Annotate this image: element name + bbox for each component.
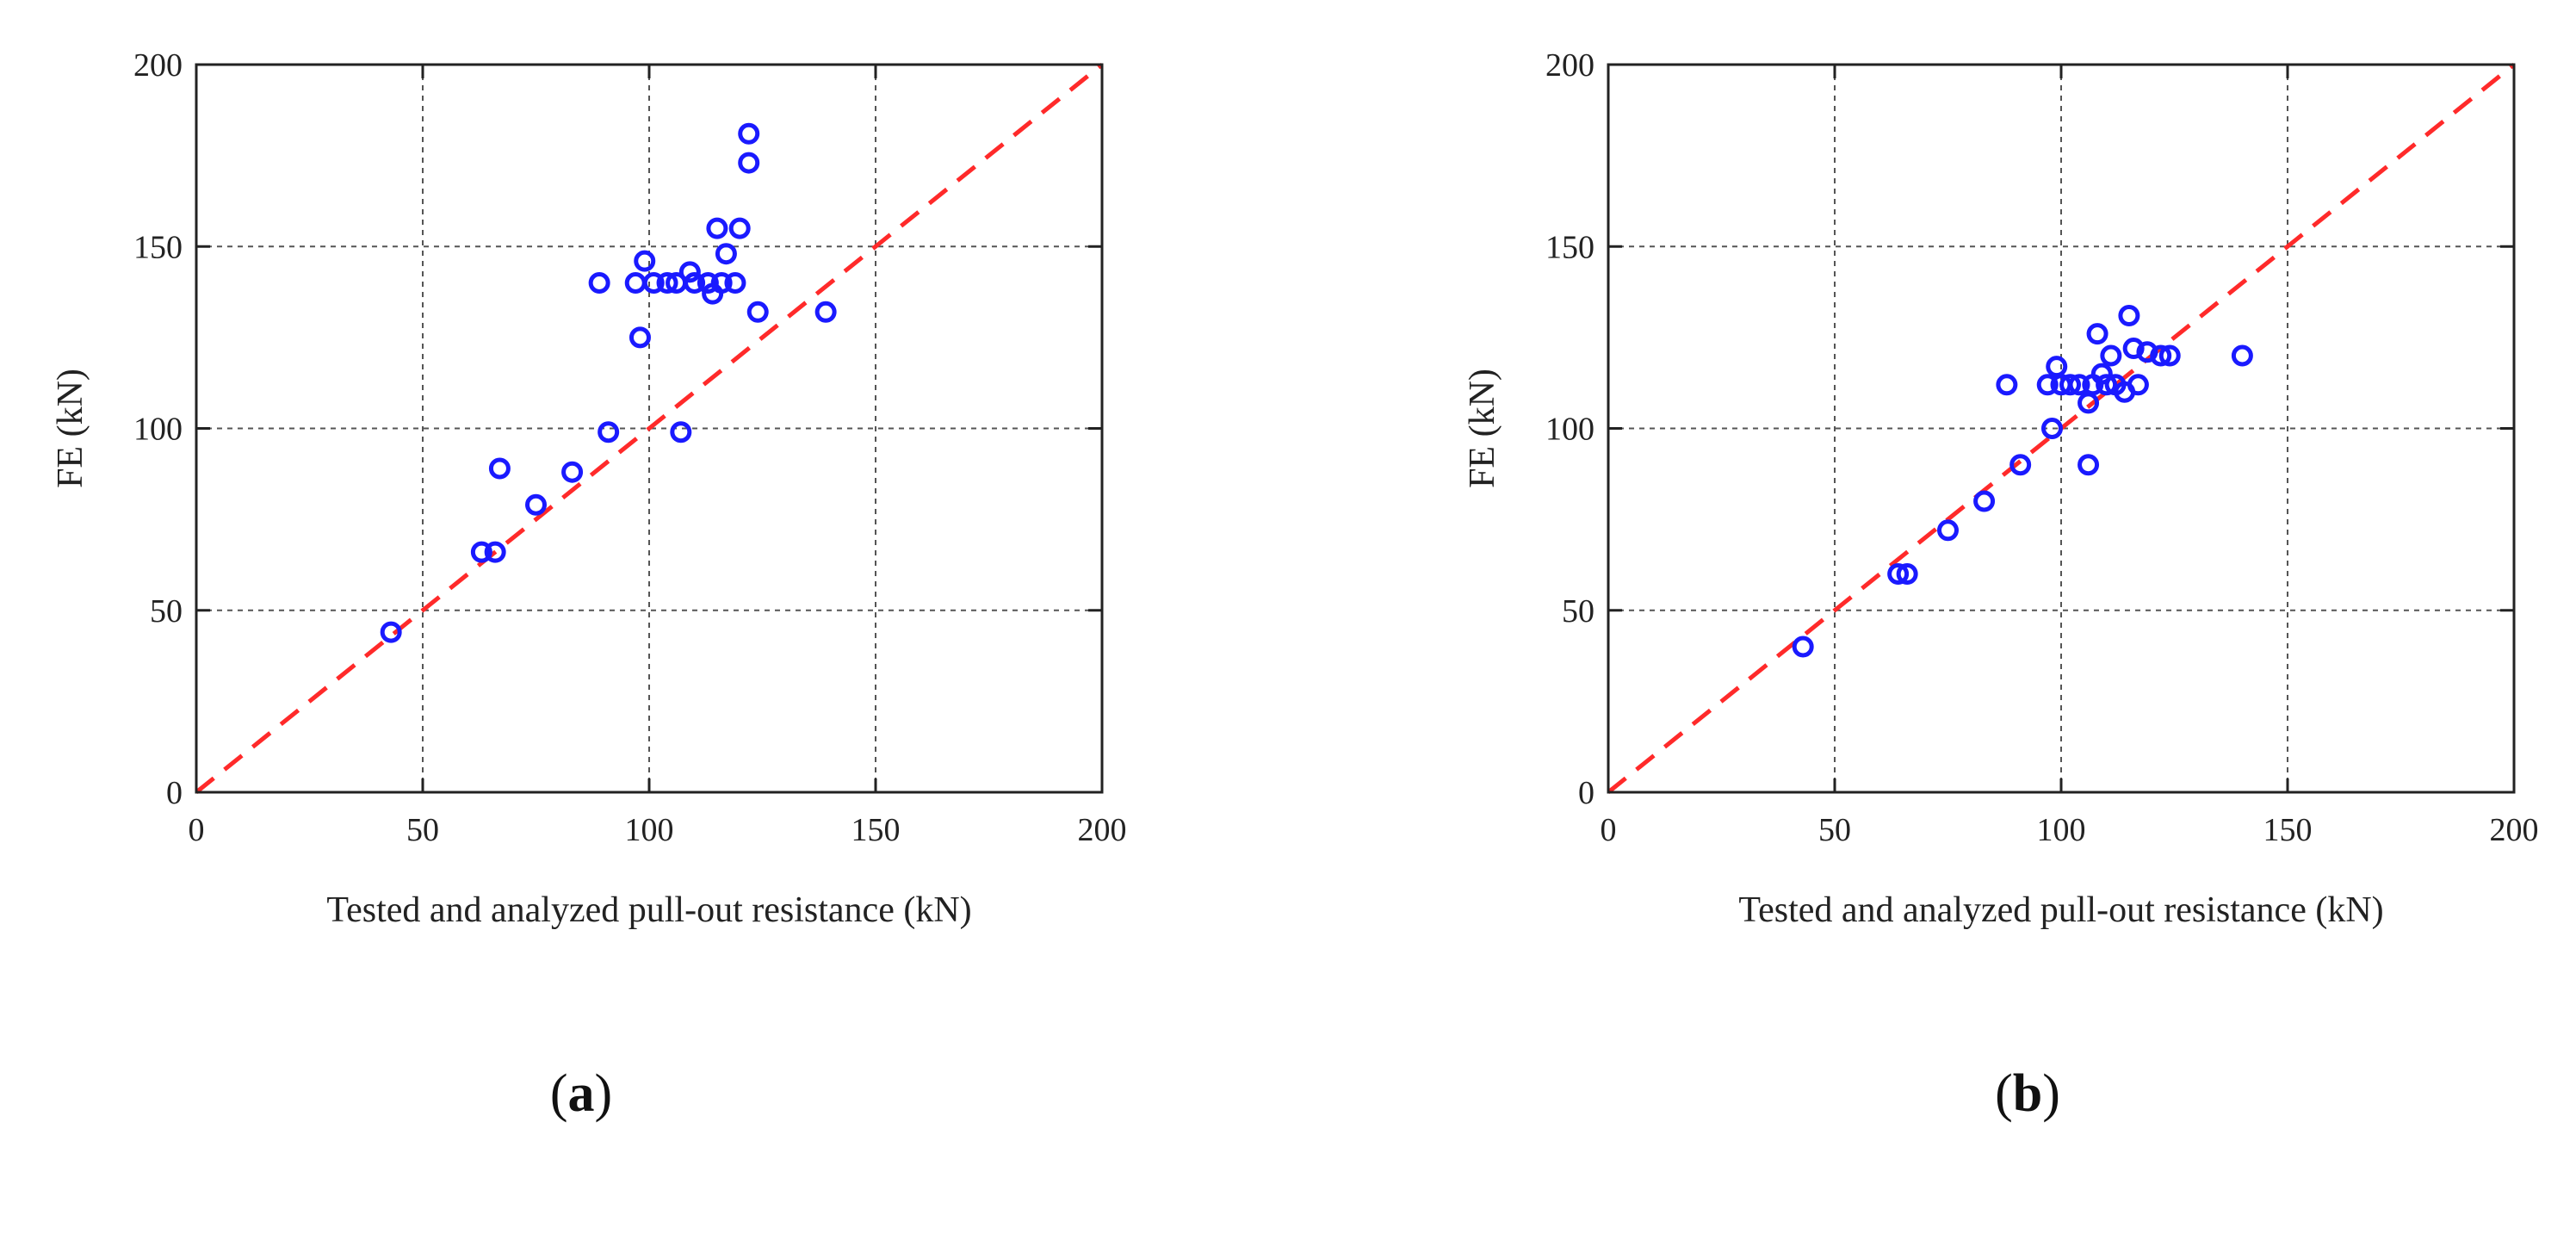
data-point [738,152,760,174]
data-point [2150,344,2172,367]
data-point [697,272,719,294]
y-tick-label: 200 [133,47,183,84]
data-point [2118,305,2140,327]
data-point [710,272,733,294]
data-point [2078,454,2100,476]
y-tick-label: 200 [1545,47,1595,84]
data-point [2090,363,2113,385]
data-point [2158,344,2181,367]
data-point [488,457,511,480]
x-axis-label: Tested and analyzed pull-out resistance … [1738,890,2383,930]
data-point [470,541,492,563]
data-point [2046,356,2068,378]
data-point [380,621,402,643]
caption-letter-b: b [2012,1064,2043,1123]
data-point [1973,490,1996,512]
data-point [2059,374,2082,396]
scatter-chart-a: 0 50 100 150 200 0 50 100 150 200 Tested and analy… [51,47,1127,930]
data-point [561,461,584,483]
y-tick-label: 0 [1578,775,1595,811]
data-point [2096,374,2118,396]
data-point [678,261,701,283]
data-point [746,301,769,323]
y-tick-label: 100 [1545,412,1595,448]
data-point [1792,636,1814,658]
y-tick-label: 150 [133,229,183,265]
data-point [814,301,837,323]
y-tick-label: 50 [1562,593,1595,629]
data-point [634,250,656,272]
data-point [2136,341,2158,363]
chart-panel-b: 0 50 100 150 200 0 50 100 150 200 Tested and analy… [1412,0,2566,999]
x-tick-label: 100 [625,812,674,848]
data-point [738,122,760,145]
data-point [1996,374,2018,396]
chart-panel-a: 0 50 100 150 200 0 50 100 150 200 Tested and analy… [0,0,1154,999]
y-tick-label: 100 [133,412,183,448]
panel-caption-b: (b) [1995,1064,2060,1123]
reference-line [195,63,1104,794]
x-tick-label: 200 [2490,812,2539,848]
data-point [2122,338,2145,360]
data-point [2036,374,2059,396]
data-point [484,541,506,563]
data-point [2100,344,2122,367]
data-point [2068,374,2090,396]
data-point [2009,454,2032,476]
data-point [2040,418,2063,439]
scatter-chart-b: 0 50 100 150 200 0 50 100 150 200 Tested and analy… [1463,47,2539,930]
y-axis-label: FE (kN) [51,369,90,488]
x-tick-label: 50 [406,812,439,848]
data-point [2086,323,2108,345]
data-point [728,217,751,239]
x-tick-label: 50 [1818,812,1851,848]
x-tick-label: 200 [1078,812,1127,848]
x-tick-label: 0 [1601,812,1617,848]
data-point [670,421,692,443]
data-point [706,217,728,239]
data-point [2127,374,2149,396]
data-point [724,272,746,294]
x-tick-label: 150 [851,812,901,848]
data-point [2231,344,2253,367]
x-tick-label: 0 [189,812,205,848]
data-point [684,272,706,294]
y-tick-label: 150 [1545,229,1595,265]
data-point [1896,563,1918,585]
data-point [629,326,651,349]
data-point [656,272,678,294]
data-point [642,272,665,294]
panel-caption-a: (a) [549,1064,613,1123]
x-tick-label: 150 [2263,812,2313,848]
data-point [525,493,547,516]
caption-letter-a: a [567,1064,595,1123]
y-tick-label: 0 [166,775,183,811]
y-tick-label: 50 [150,593,183,629]
data-point [588,272,610,294]
x-axis-label: Tested and analyzed pull-out resistance … [326,890,971,930]
data-point [598,421,620,443]
x-tick-label: 100 [2037,812,2086,848]
data-point [1887,563,1910,585]
data-point [715,243,737,265]
data-point [1937,519,1959,542]
data-point [624,272,647,294]
y-axis-label: FE (kN) [1463,369,1502,488]
